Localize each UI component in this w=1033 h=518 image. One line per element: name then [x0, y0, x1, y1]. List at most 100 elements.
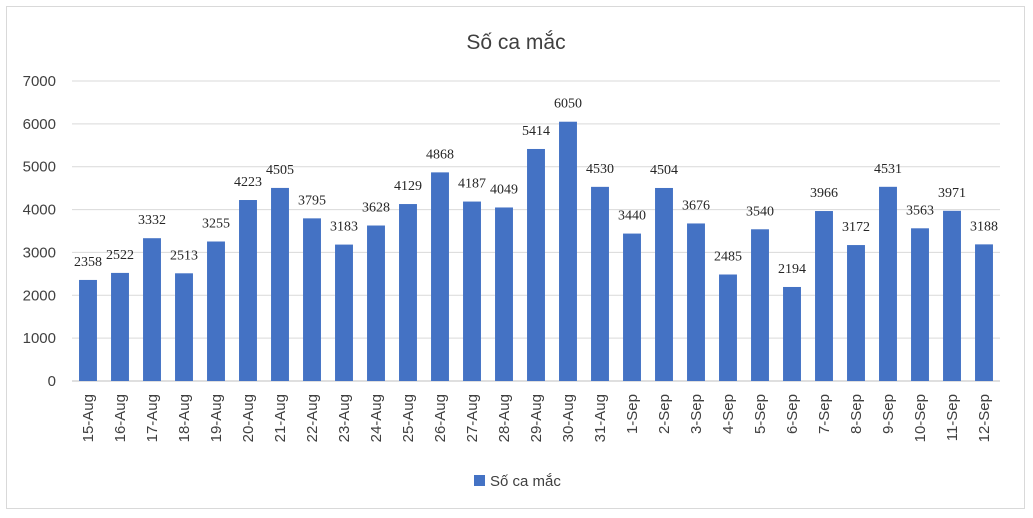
bar [495, 207, 513, 381]
y-tick-label: 7000 [23, 73, 56, 90]
x-tick-label: 3-Sep [688, 394, 705, 434]
y-tick-label: 4000 [23, 202, 56, 219]
y-tick-label: 0 [48, 373, 56, 390]
x-tick-label: 29-Aug [528, 394, 545, 442]
bar [463, 201, 481, 381]
bar [879, 186, 897, 381]
data-label: 3795 [298, 193, 326, 208]
bar [591, 186, 609, 381]
x-tick-label: 16-Aug [112, 394, 129, 442]
y-tick-label: 6000 [23, 116, 56, 133]
bar [175, 273, 193, 381]
data-label: 3971 [938, 186, 966, 201]
bar [751, 229, 769, 381]
x-tick-label: 15-Aug [80, 394, 97, 442]
chart-title: Số ca mắc [466, 31, 565, 54]
x-tick-label: 24-Aug [368, 394, 385, 442]
data-label: 3628 [362, 201, 390, 216]
y-tick-label: 2000 [23, 287, 56, 304]
data-label: 4129 [394, 179, 422, 194]
x-tick-label: 18-Aug [176, 394, 193, 442]
data-label: 2522 [106, 248, 134, 263]
bar [335, 244, 353, 381]
x-tick-label: 19-Aug [208, 394, 225, 442]
legend-swatch [474, 475, 485, 486]
x-tick-label: 5-Sep [752, 394, 769, 434]
x-tick-label: 10-Sep [912, 394, 929, 442]
x-tick-label: 27-Aug [464, 394, 481, 442]
data-label: 4504 [650, 163, 678, 178]
data-label: 4223 [234, 175, 262, 190]
y-axis-ticks: 0 1000 2000 3000 4000 5000 6000 7000 [23, 73, 56, 390]
data-label: 3540 [746, 204, 774, 219]
data-label: 3563 [906, 203, 934, 218]
data-label: 5414 [522, 124, 550, 139]
data-label: 2513 [170, 248, 198, 263]
y-tick-label: 1000 [23, 330, 56, 347]
bar [399, 204, 417, 381]
data-label: 2194 [778, 262, 806, 277]
y-tick-label: 3000 [23, 244, 56, 261]
bar [911, 228, 929, 381]
data-label: 2358 [74, 255, 102, 270]
bar [143, 238, 161, 381]
bar [623, 233, 641, 381]
data-label: 3172 [842, 220, 870, 235]
bar [271, 187, 289, 381]
x-tick-label: 1-Sep [624, 394, 641, 434]
legend: Số ca mắc [474, 473, 561, 490]
bar [847, 245, 865, 381]
x-tick-label: 12-Sep [976, 394, 993, 442]
data-label: 3188 [970, 219, 998, 234]
bar [815, 211, 833, 381]
bar [943, 210, 961, 381]
bar [79, 279, 97, 381]
x-tick-label: 8-Sep [848, 394, 865, 434]
bar [655, 187, 673, 381]
data-label: 2485 [714, 250, 742, 265]
data-label: 3255 [202, 217, 230, 232]
x-tick-label: 11-Sep [944, 394, 961, 441]
x-tick-label: 31-Aug [592, 394, 609, 442]
x-tick-label: 22-Aug [304, 394, 321, 442]
data-labels: 2358 2522 3332 2513 3255 4223 4505 3795 3183 3628… [74, 97, 998, 277]
bars [79, 121, 993, 381]
data-label: 4530 [586, 162, 614, 177]
x-tick-label: 6-Sep [784, 394, 801, 434]
bar [303, 218, 321, 381]
x-tick-label: 28-Aug [496, 394, 513, 442]
bar [719, 274, 737, 381]
bar [367, 225, 385, 381]
bar [207, 241, 225, 381]
bar [239, 200, 257, 381]
data-label: 3440 [618, 209, 646, 224]
data-label: 4505 [266, 163, 294, 178]
bar [527, 148, 545, 381]
data-label: 4049 [490, 182, 518, 197]
x-tick-label: 30-Aug [560, 394, 577, 442]
bar [687, 223, 705, 381]
x-tick-label: 20-Aug [240, 394, 257, 442]
x-tick-label: 7-Sep [816, 394, 833, 434]
x-axis-ticks: 15-Aug 16-Aug 17-Aug 18-Aug 19-Aug 20-Aug 21-A… [80, 394, 993, 442]
x-tick-label: 23-Aug [336, 394, 353, 442]
y-tick-label: 5000 [23, 159, 56, 176]
data-label: 4531 [874, 162, 902, 177]
data-label: 4868 [426, 147, 454, 162]
data-label: 4187 [458, 177, 486, 192]
x-tick-label: 4-Sep [720, 394, 737, 434]
data-label: 3966 [810, 186, 838, 201]
x-tick-label: 25-Aug [400, 394, 417, 442]
bar [975, 244, 993, 381]
bar [431, 172, 449, 381]
legend-label: Số ca mắc [490, 473, 561, 490]
x-tick-label: 17-Aug [144, 394, 161, 442]
bar [111, 272, 129, 381]
data-label: 3332 [138, 213, 166, 228]
data-label: 3183 [330, 220, 358, 235]
data-label: 3676 [682, 198, 710, 213]
x-tick-label: 9-Sep [880, 394, 897, 434]
bar [559, 121, 577, 381]
x-tick-label: 2-Sep [656, 394, 673, 434]
